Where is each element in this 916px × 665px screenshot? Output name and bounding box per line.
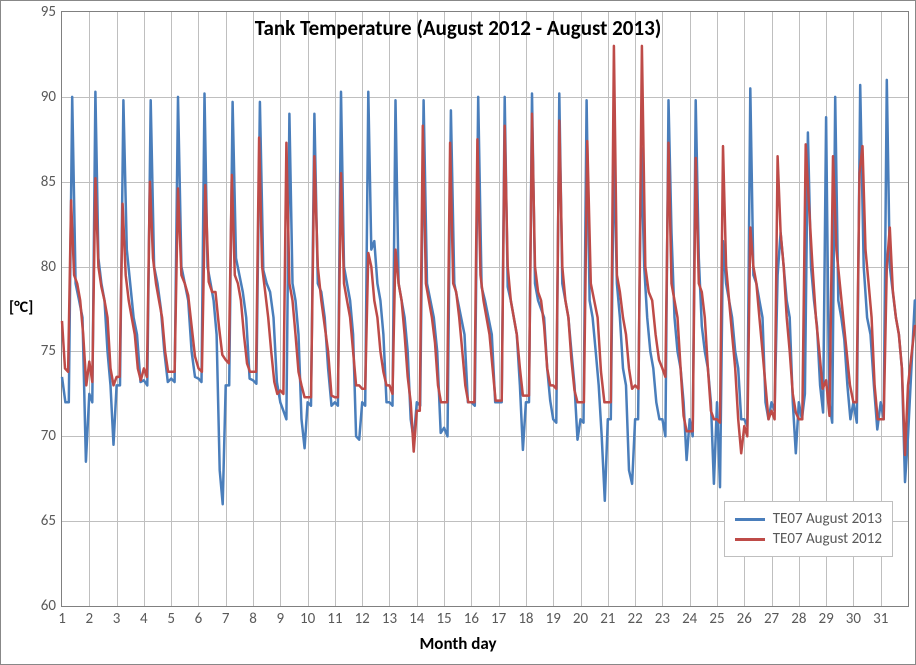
chart-title: Tank Temperature (August 2012 - August 2… — [255, 15, 662, 41]
x-tick-label: 21 — [600, 606, 615, 628]
legend-swatch — [735, 538, 765, 541]
legend-label: TE07 August 2013 — [773, 510, 882, 528]
x-tick-label: 28 — [791, 606, 806, 628]
x-tick-label: 24 — [682, 606, 697, 628]
x-tick-label: 12 — [355, 606, 370, 628]
x-tick-label: 26 — [737, 606, 752, 628]
series-line — [62, 46, 916, 455]
y-tick-label: 95 — [41, 3, 62, 21]
legend-label: TE07 August 2012 — [773, 530, 882, 548]
x-tick-label: 31 — [873, 606, 888, 628]
x-tick-label: 11 — [327, 606, 342, 628]
series-line — [62, 80, 916, 504]
x-tick-label: 20 — [573, 606, 588, 628]
y-tick-label: 75 — [41, 342, 62, 360]
x-tick-label: 16 — [464, 606, 479, 628]
x-tick-label: 15 — [436, 606, 451, 628]
chart-container: 6065707580859095123456789101112131415161… — [0, 0, 916, 665]
x-tick-label: 22 — [627, 606, 642, 628]
legend-swatch — [735, 518, 765, 521]
x-tick-label: 23 — [655, 606, 670, 628]
y-tick-label: 85 — [41, 173, 62, 191]
x-tick-label: 2 — [85, 606, 93, 628]
x-axis-label: Month day — [419, 633, 496, 654]
x-tick-label: 9 — [277, 606, 285, 628]
x-tick-label: 25 — [709, 606, 724, 628]
x-tick-label: 6 — [195, 606, 203, 628]
legend-item: TE07 August 2013 — [735, 510, 882, 528]
legend: TE07 August 2013 TE07 August 2012 — [724, 501, 893, 557]
x-tick-label: 5 — [167, 606, 175, 628]
x-tick-label: 8 — [249, 606, 257, 628]
y-tick-label: 65 — [41, 512, 62, 530]
x-tick-label: 10 — [300, 606, 315, 628]
x-tick-label: 14 — [409, 606, 424, 628]
y-axis-label: [°C] — [9, 298, 33, 317]
x-tick-label: 29 — [819, 606, 834, 628]
y-tick-label: 90 — [41, 88, 62, 106]
y-tick-label: 70 — [41, 427, 62, 445]
x-tick-label: 17 — [491, 606, 506, 628]
x-tick-label: 1 — [58, 606, 66, 628]
y-tick-label: 80 — [41, 258, 62, 276]
x-tick-label: 13 — [382, 606, 397, 628]
x-tick-label: 19 — [546, 606, 561, 628]
x-tick-label: 3 — [113, 606, 121, 628]
x-tick-label: 7 — [222, 606, 230, 628]
x-tick-label: 4 — [140, 606, 148, 628]
x-tick-label: 27 — [764, 606, 779, 628]
x-tick-label: 30 — [846, 606, 861, 628]
x-tick-label: 18 — [518, 606, 533, 628]
legend-item: TE07 August 2012 — [735, 530, 882, 548]
